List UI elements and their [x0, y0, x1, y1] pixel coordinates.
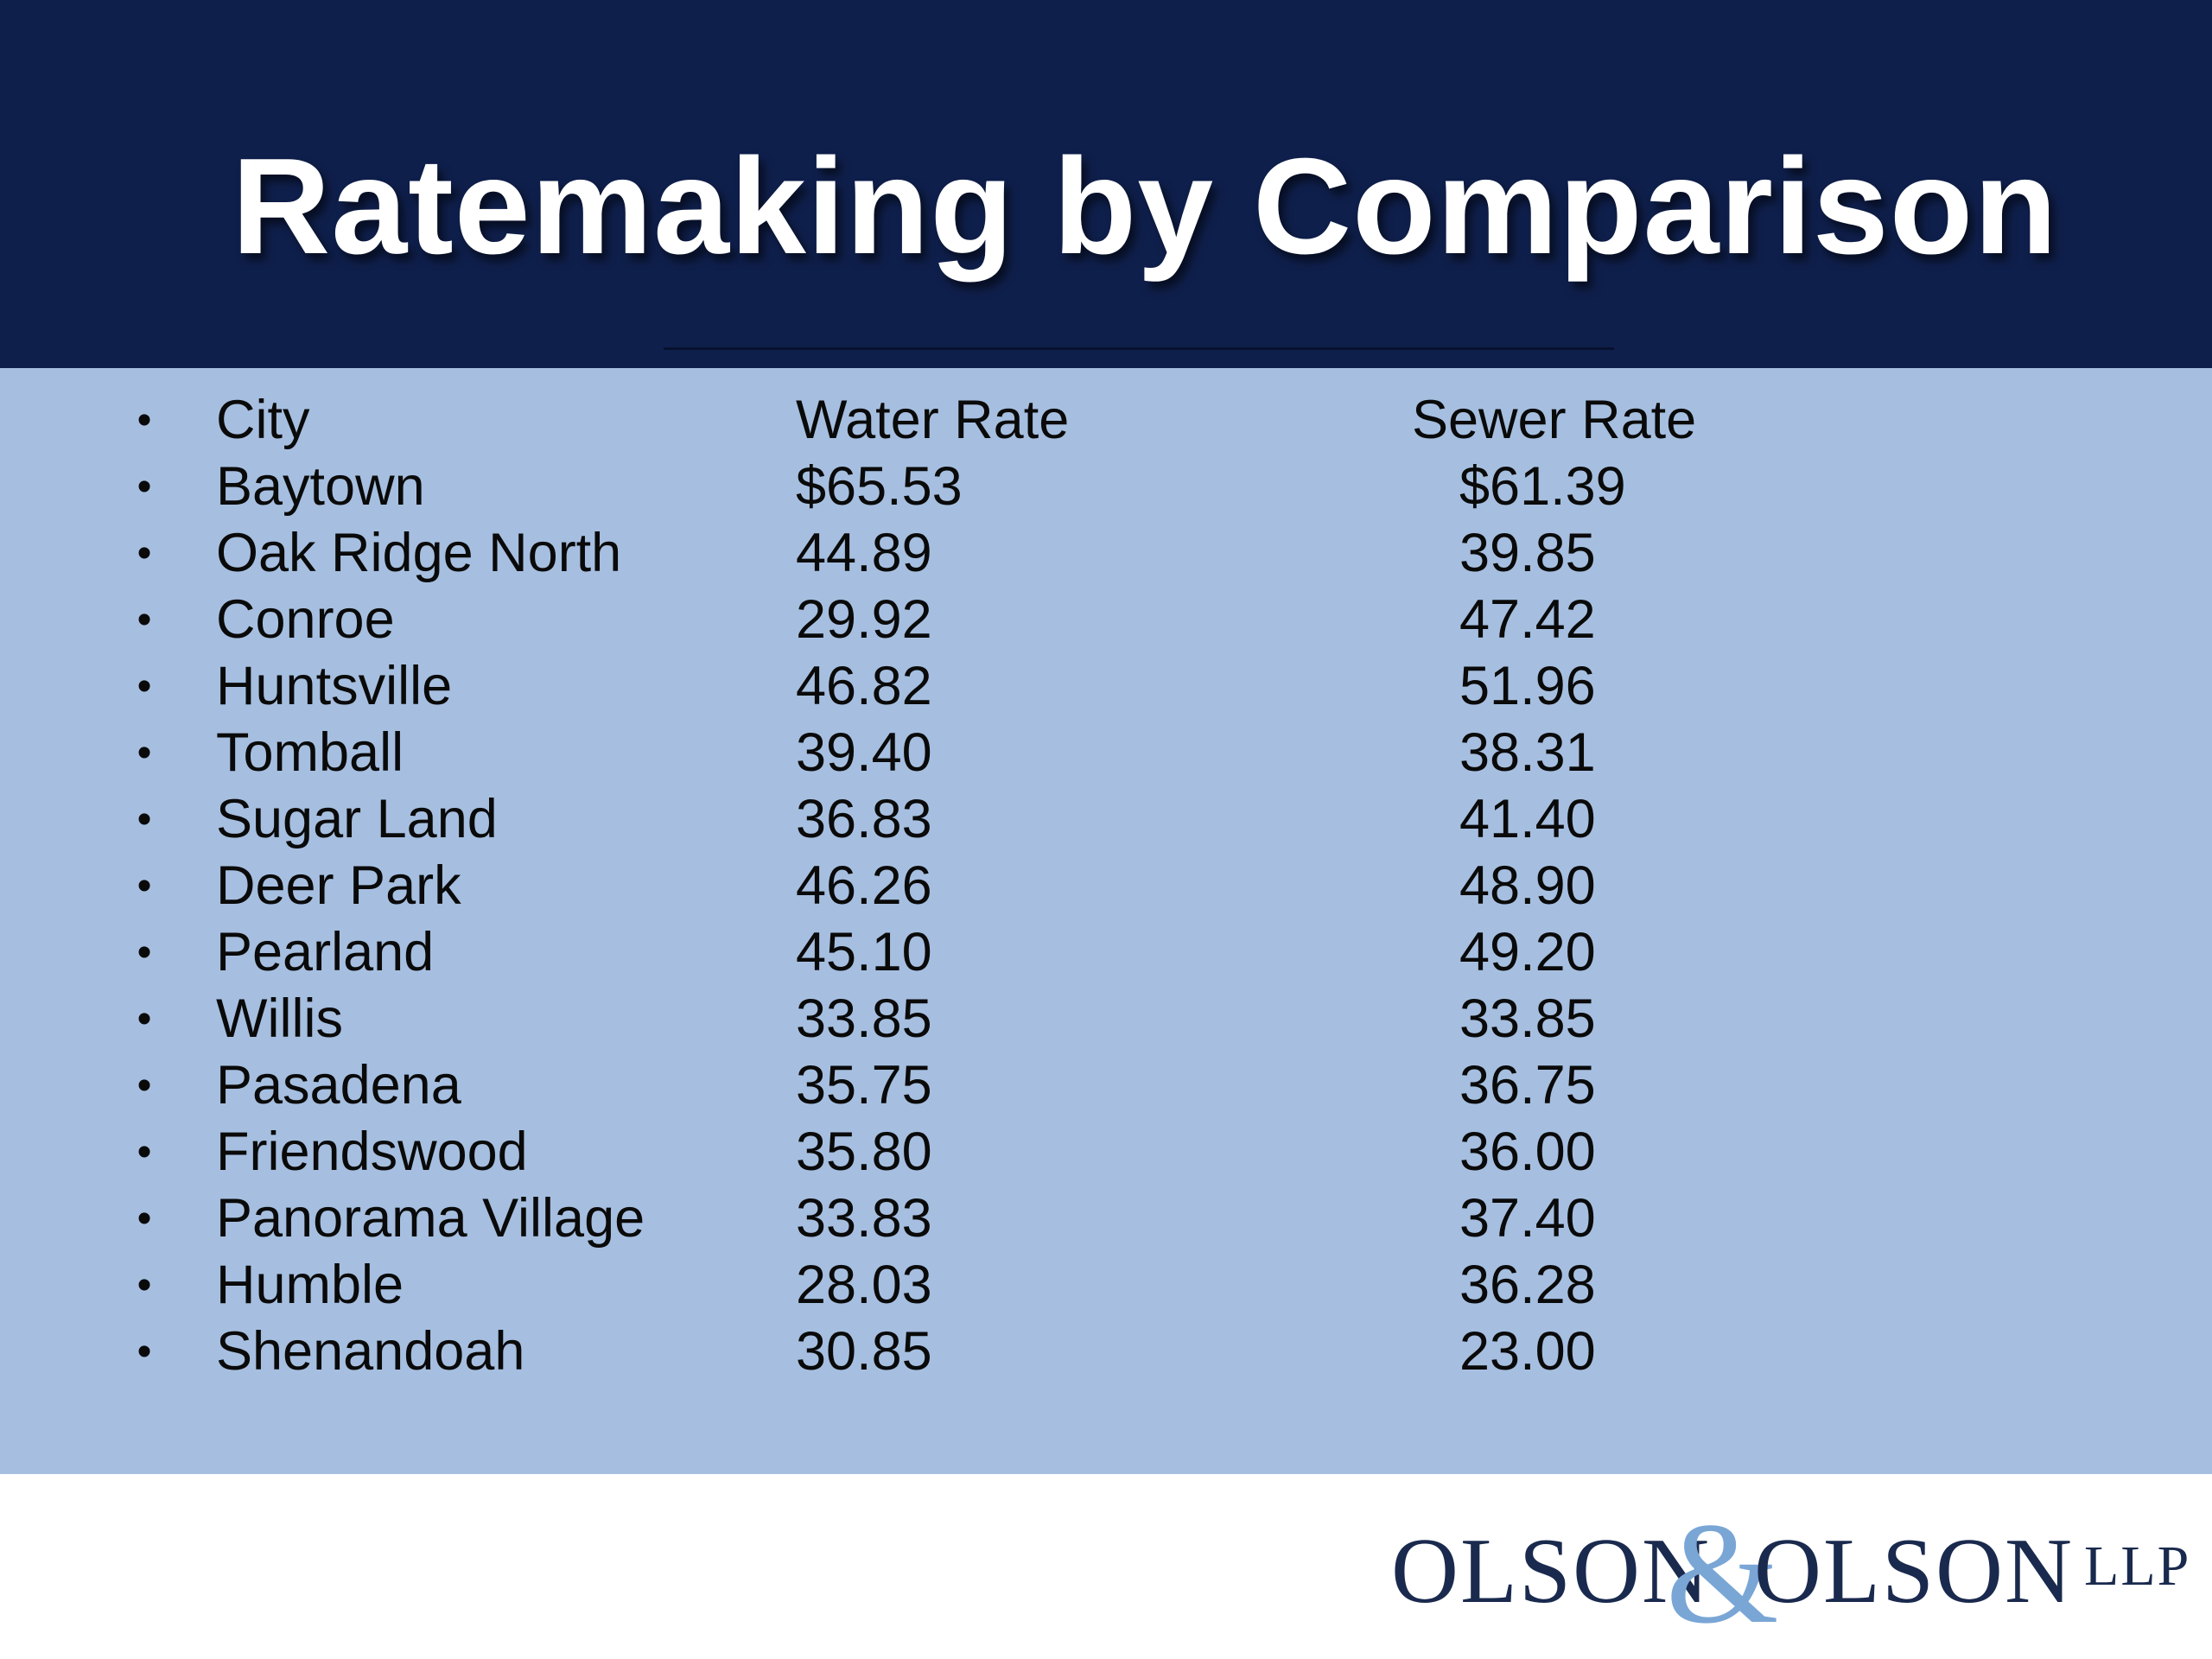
bullet-icon: • [137, 597, 152, 643]
city-column-header: City [216, 390, 310, 450]
city-name: Conroe [216, 589, 395, 650]
list-body: • Baytown $65.53 $61.39 • Oak Ridge North 44.8… [0, 454, 2212, 1385]
city-name: Sugar Land [216, 789, 498, 849]
city-name: Panorama Village [216, 1188, 645, 1249]
water-rate-value: 44.89 [796, 523, 932, 583]
logo-ampersand: & [1666, 1493, 1779, 1654]
bullet-icon: • [137, 1196, 152, 1242]
city-name: Huntsville [216, 656, 453, 716]
sewer-rate-value: 36.00 [1459, 1122, 1596, 1182]
list-item: • Shenandoah 30.85 23.00 [0, 1319, 2212, 1385]
content-panel [0, 368, 2212, 1474]
water-rate-value: 45.10 [796, 922, 932, 982]
list-item: • Conroe 29.92 47.42 [0, 587, 2212, 653]
list-item: • Pasadena 35.75 36.75 [0, 1052, 2212, 1119]
sewer-rate-value: 23.00 [1459, 1321, 1596, 1382]
list-item: • Friendswood 35.80 36.00 [0, 1119, 2212, 1185]
bullet-icon: • [137, 1329, 152, 1375]
bullet-icon: • [137, 464, 152, 510]
sewer-rate-value: 47.42 [1459, 589, 1596, 650]
bullet-icon: • [137, 1129, 152, 1175]
slide-title: Ratemaking by Comparison [232, 130, 2058, 283]
water-rate-value: 28.03 [796, 1255, 932, 1315]
water-rate-value: 33.85 [796, 988, 932, 1049]
water-rate-value: 33.83 [796, 1188, 932, 1249]
list-item: • Tomball 39.40 38.31 [0, 720, 2212, 786]
city-name: Deer Park [216, 855, 461, 916]
city-name: Humble [216, 1255, 404, 1315]
bullet-icon: • [137, 996, 152, 1042]
bullet-icon: • [137, 797, 152, 842]
list-item: • Oak Ridge North 44.89 39.85 [0, 520, 2212, 587]
city-name: Friendswood [216, 1122, 528, 1182]
list-header-row: • City Water Rate Sewer Rate [0, 387, 2212, 454]
list-item: • Panorama Village 33.83 37.40 [0, 1185, 2212, 1252]
list-item: • Deer Park 46.26 48.90 [0, 853, 2212, 919]
water-rate-value: 29.92 [796, 589, 932, 650]
sewer-rate-value: 48.90 [1459, 855, 1596, 916]
city-name: Willis [216, 988, 343, 1049]
sewer-rate-value: 39.85 [1459, 523, 1596, 583]
bullet-icon: • [137, 397, 152, 443]
sewer-rate-value: 41.40 [1459, 789, 1596, 849]
list-item: • Humble 28.03 36.28 [0, 1252, 2212, 1319]
sewer-rate-value: 33.85 [1459, 988, 1596, 1049]
sewer-rate-value: 36.28 [1459, 1255, 1596, 1315]
logo-word-right: OLSON [1754, 1520, 2075, 1623]
bullet-icon: • [137, 664, 152, 709]
city-name: Tomball [216, 722, 404, 783]
sewer-rate-value: $61.39 [1459, 456, 1626, 517]
logo-word-left: OLSON [1391, 1520, 1712, 1623]
water-rate-value: 46.82 [796, 656, 932, 716]
sewer-rate-value: 36.75 [1459, 1055, 1596, 1116]
footer [0, 1474, 2212, 1659]
city-name: Pasadena [216, 1055, 461, 1116]
city-name: Baytown [216, 456, 425, 517]
sewer-rate-column-header: Sewer Rate [1412, 390, 1697, 450]
logo-suffix: LLP [2084, 1535, 2191, 1598]
bullet-icon: • [137, 863, 152, 909]
sewer-rate-value: 38.31 [1459, 722, 1596, 783]
water-rate-value: 46.26 [796, 855, 932, 916]
bullet-icon: • [137, 1262, 152, 1308]
list-item: • Willis 33.85 33.85 [0, 986, 2212, 1052]
city-name: Oak Ridge North [216, 523, 622, 583]
sewer-rate-value: 49.20 [1459, 922, 1596, 982]
water-rate-value: $65.53 [796, 456, 963, 517]
bullet-icon: • [137, 930, 152, 976]
city-name: Shenandoah [216, 1321, 525, 1382]
title-banner: Ratemaking by Comparison [0, 0, 2212, 368]
olson-olson-logo: OLSON & OLSON LLP [1391, 1501, 2189, 1646]
bullet-icon: • [137, 730, 152, 776]
list-item: • Sugar Land 36.83 41.40 [0, 786, 2212, 853]
water-rate-value: 35.75 [796, 1055, 932, 1116]
sewer-rate-value: 51.96 [1459, 656, 1596, 716]
water-rate-value: 35.80 [796, 1122, 932, 1182]
city-name: Pearland [216, 922, 435, 982]
bullet-icon: • [137, 1063, 152, 1109]
list-item: • Baytown $65.53 $61.39 [0, 454, 2212, 520]
water-rate-value: 36.83 [796, 789, 932, 849]
sewer-rate-value: 37.40 [1459, 1188, 1596, 1249]
water-rate-column-header: Water Rate [796, 390, 1070, 450]
water-rate-value: 39.40 [796, 722, 932, 783]
title-divider [664, 347, 1614, 350]
list-item: • Pearland 45.10 49.20 [0, 919, 2212, 986]
water-rate-value: 30.85 [796, 1321, 932, 1382]
bullet-icon: • [137, 531, 152, 576]
list-item: • Huntsville 46.82 51.96 [0, 653, 2212, 720]
rate-comparison-list: • City Water Rate Sewer Rate • Baytown $65… [0, 387, 2212, 1385]
